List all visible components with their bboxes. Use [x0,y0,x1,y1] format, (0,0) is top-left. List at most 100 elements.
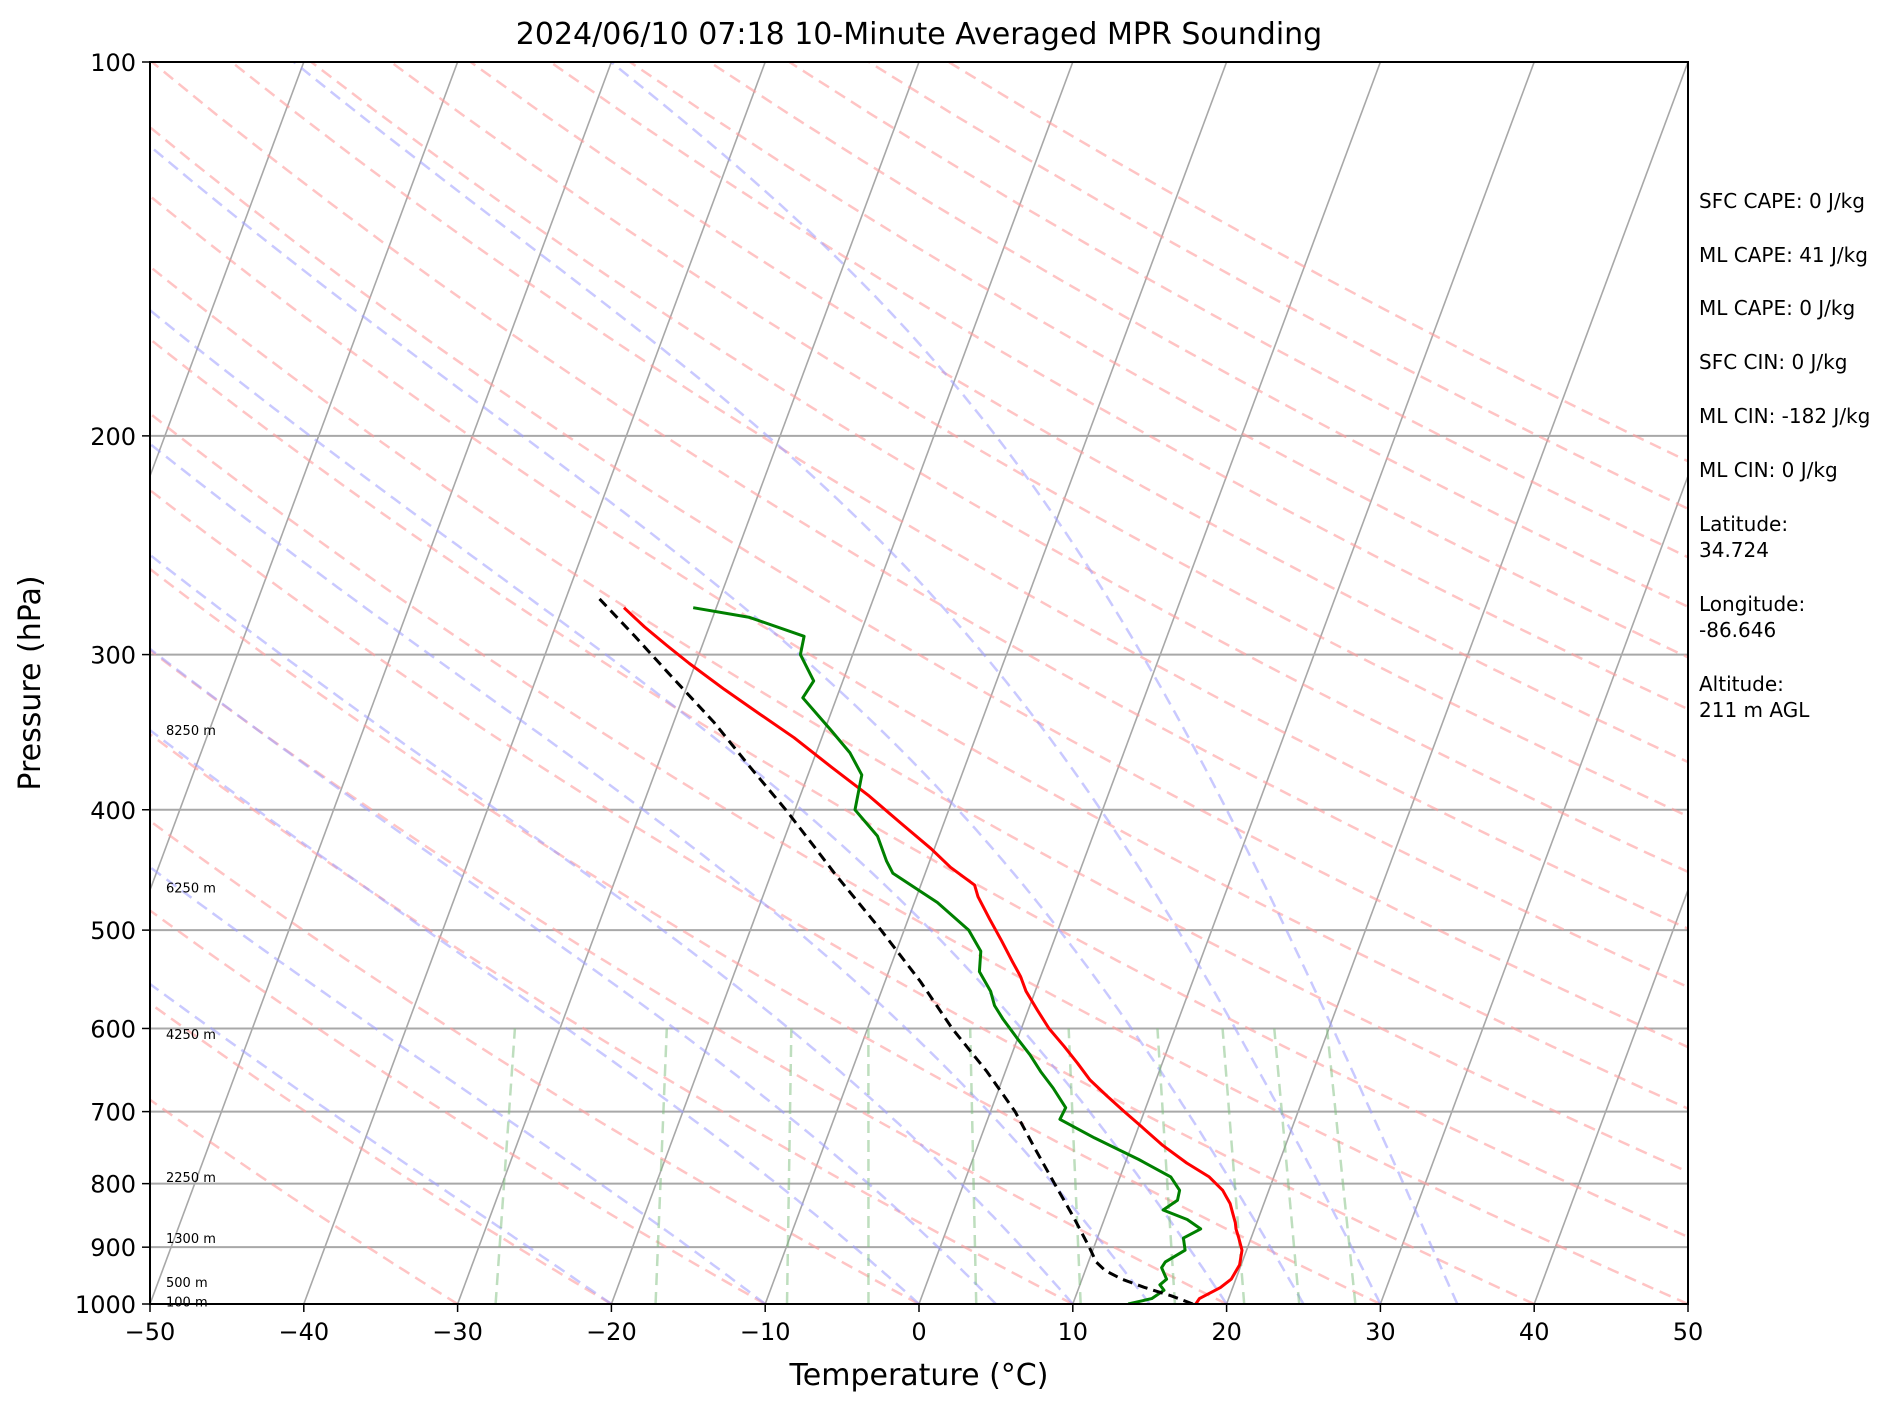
isotherm-line [150,62,613,1304]
x-tick-label: −10 [740,1318,791,1346]
dry-adiabat-line [230,62,1688,931]
moist-adiabat-line [150,144,1305,1304]
dry-adiabat-line [150,648,1228,1304]
x-tick-label: 30 [1365,1318,1396,1346]
x-tick-label: 10 [1058,1318,1089,1346]
mixing-ratio-line [1067,1028,1082,1304]
moist-adiabat-line [150,982,613,1304]
side-annotation: ML CAPE: 41 J/kg [1699,243,1868,267]
y-tick-label: 800 [90,1171,136,1199]
dry-adiabat-line [150,567,1381,1304]
isotherm-line [303,62,766,1304]
mixing-ratio-line [968,1028,978,1304]
dry-adiabat-line [549,62,1688,711]
mixing-ratio-line [785,1028,793,1304]
sounding-line-1 [692,606,1203,1304]
height-label: 1300 m [166,1232,216,1247]
isotherm-line [1533,887,1688,1304]
side-annotation: 211 m AGL [1699,698,1810,722]
dry-adiabat-line [150,908,766,1304]
y-tick-label: 600 [90,1015,136,1043]
height-label: 2250 m [166,1171,216,1186]
side-annotations: SFC CAPE: 0 J/kg ML CAPE: 41 J/kg ML CAPE:… [1699,189,1870,722]
side-annotation: Altitude: [1699,672,1784,696]
isotherm-line [1379,473,1688,1304]
isotherm-line [456,62,920,1304]
x-tick-label: −20 [586,1318,637,1346]
x-tick-label: 20 [1211,1318,1242,1346]
height-labels: 8250 m 6250 m 4250 m 2250 m 1300 m 500 m 100 m [166,724,216,1310]
sounding-profiles [597,596,1244,1304]
side-annotation: SFC CAPE: 0 J/kg [1699,189,1865,213]
moist-adiabat-line [293,62,1382,1304]
y-tick-label: 700 [90,1099,136,1127]
dry-adiabat-line [150,819,920,1304]
dry-adiabat-line [788,62,1688,559]
mixing-ratio-line [1273,1028,1301,1304]
isotherm-line [610,62,1074,1304]
isotherm-line [1072,62,1535,1304]
moist-adiabat-line [150,308,1228,1304]
dry-adiabat-line [708,62,1688,609]
side-annotation: -86.646 [1699,618,1776,642]
side-annotation: ML CIN: -182 J/kg [1699,404,1870,428]
dry-adiabat-line [150,488,1535,1304]
isotherm-line [918,62,1382,1304]
x-axis-ticks: −50 −40 −30 −20 −10 0 10 20 30 40 50 [125,1304,1704,1346]
dry-adiabat-line [390,62,1688,818]
x-tick-label: 40 [1519,1318,1550,1346]
moist-adiabat-line [150,442,1151,1304]
dry-adiabat-line [150,732,1074,1304]
side-annotation: Longitude: [1699,592,1805,616]
isotherm-line [764,62,1228,1304]
y-tick-label: 500 [90,917,136,945]
side-annotation: Latitude: [1699,512,1788,536]
side-annotation: 34.724 [1699,538,1769,562]
background-lines [150,62,1688,1304]
mixing-ratio-line [494,1028,517,1304]
height-label: 8250 m [166,724,216,739]
chart-title: 2024/06/10 07:18 10-Minute Averaged MPR … [516,17,1322,52]
sounding-line-0 [622,606,1244,1304]
isotherm-line [150,62,459,893]
dry-adiabat-line [150,1098,459,1304]
mixing-ratio-line [654,1028,669,1304]
height-label: 100 m [166,1295,208,1310]
dry-adiabat-line [310,62,1688,874]
x-tick-label: 50 [1673,1318,1704,1346]
side-annotation: SFC CIN: 0 J/kg [1699,350,1847,374]
height-label: 500 m [166,1276,208,1291]
y-tick-label: 300 [90,642,136,670]
moist-adiabat-line [150,647,997,1304]
y-tick-label: 400 [90,797,136,825]
y-tick-label: 900 [90,1234,136,1262]
moist-adiabat-line [150,728,920,1304]
y-tick-label: 200 [90,423,136,451]
side-annotation: ML CIN: 0 J/kg [1699,458,1838,482]
x-tick-label: −40 [278,1318,329,1346]
moist-adiabat-line [150,553,1074,1304]
side-annotation: ML CAPE: 0 J/kg [1699,296,1855,320]
x-tick-label: −50 [125,1318,176,1346]
y-tick-label: 1000 [75,1291,136,1319]
dry-adiabat-line [469,62,1688,764]
y-tick-label: 100 [90,49,136,77]
dry-adiabat-line [629,62,1688,659]
dry-adiabat-line [150,337,1688,1239]
y-axis-label: Pressure (hPa) [13,575,48,790]
dry-adiabat-line [150,264,1688,1174]
sounding-line-2 [597,596,1194,1304]
mixing-ratio-line [1325,1028,1357,1304]
isotherm-line [1225,62,1688,1304]
x-axis-label: Temperature (°C) [789,1358,1049,1393]
isotherm-line [150,62,305,479]
height-label: 6250 m [166,881,216,896]
height-label: 4250 m [166,1028,216,1043]
dry-adiabat-line [150,411,1688,1304]
moist-adiabat-line [610,62,1459,1304]
dry-adiabat-line [151,62,1688,989]
x-tick-label: −30 [432,1318,483,1346]
x-tick-label: 0 [911,1318,926,1346]
y-axis-ticks: 100 200 300 400 500 600 700 800 900 1000 [75,49,150,1319]
